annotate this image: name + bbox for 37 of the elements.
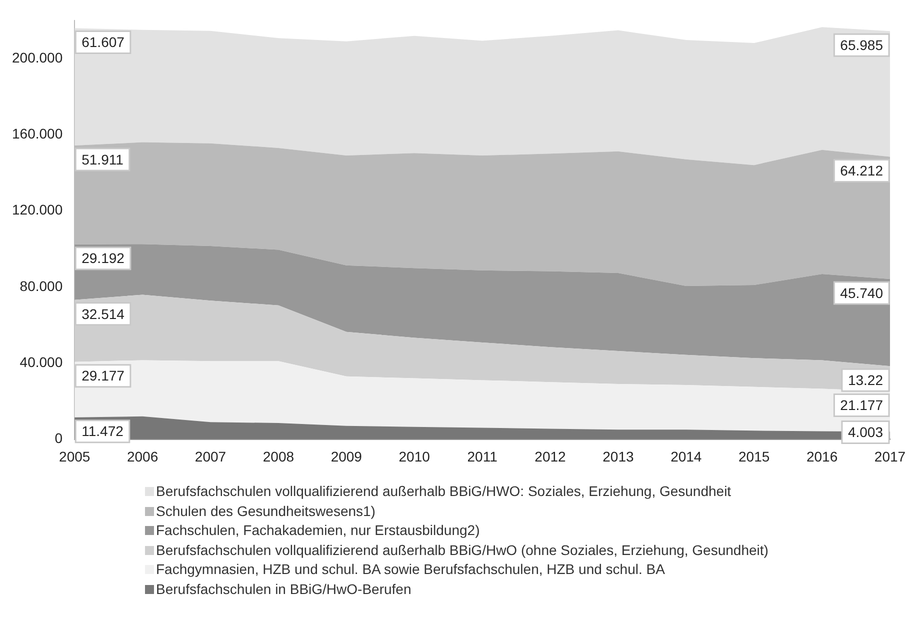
data-label: 13.22 — [848, 372, 884, 388]
y-tick-label: 200.000 — [12, 49, 63, 66]
y-tick-label: 40.000 — [20, 354, 63, 370]
x-tick-label: 2015 — [738, 448, 770, 464]
data-label: 51.911 — [82, 151, 124, 168]
x-tick-label: 2011 — [467, 448, 498, 464]
x-tick-label: 2006 — [126, 448, 158, 464]
legend-label: Berufsfachschulen in BBiG/HwO-Berufen — [156, 580, 412, 598]
y-tick-label: 160.000 — [12, 125, 63, 142]
x-tick-label: 2010 — [398, 448, 430, 464]
legend-label: Fachschulen, Fachakademien, nur Erstausbildung2) — [156, 521, 480, 540]
y-tick-label: 80.000 — [20, 278, 63, 294]
data-label: 45.740 — [840, 284, 884, 301]
data-label: 29.177 — [82, 368, 125, 384]
data-label: 65.985 — [840, 37, 884, 54]
data-label: 29.192 — [82, 250, 125, 266]
data-label: 64.212 — [840, 162, 884, 179]
x-tick-label: 2017 — [874, 448, 906, 464]
x-tick-label: 2012 — [534, 448, 566, 464]
data-label: 4.003 — [848, 424, 884, 440]
y-tick-label: 120.000 — [12, 202, 63, 218]
legend-label: Berufsfachschulen vollqualifizierend außerhalb BBiG/HwO (ohne Soziales, Erziehung, Gesundheit) — [156, 540, 768, 560]
data-label: 11.472 — [82, 423, 124, 440]
x-tick-label: 2013 — [602, 448, 634, 464]
data-label: 61.607 — [82, 34, 125, 50]
x-tick-label: 2008 — [262, 448, 294, 464]
x-tick-label: 2014 — [670, 448, 702, 464]
legend-label: Berufsfachschulen vollqualifizierend außerhalb BBiG/HWO: Soziales, Erziehung, Gesundheit — [156, 482, 732, 501]
data-label: 21.177 — [840, 397, 884, 414]
x-tick-label: 2009 — [330, 448, 362, 464]
legend-label: Schulen des Gesundheitswesens1) — [156, 502, 376, 521]
x-tick-label: 2007 — [194, 448, 226, 464]
data-label: 32.514 — [82, 306, 125, 322]
x-tick-label: 2005 — [59, 448, 90, 464]
x-tick-label: 2016 — [806, 448, 838, 464]
y-tick-label: 0 — [54, 430, 63, 446]
legend-label: Fachgymnasien, HZB und schul. BA sowie Berufsfachschulen, HZB und schul. BA — [156, 560, 665, 579]
